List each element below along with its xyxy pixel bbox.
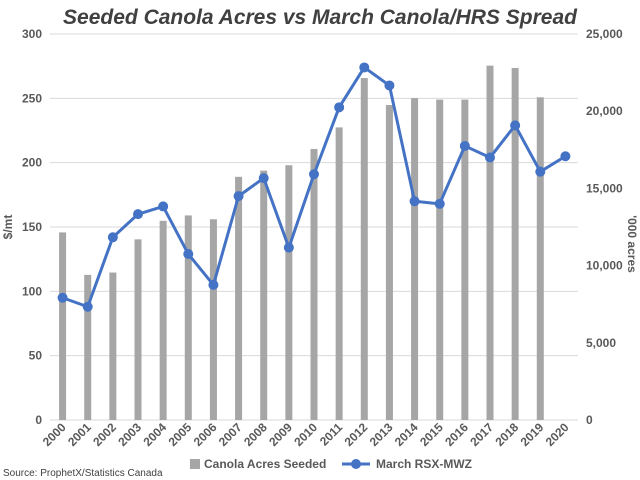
x-tick-label: 2018 bbox=[492, 420, 521, 449]
line-point bbox=[485, 152, 495, 163]
bar bbox=[84, 274, 92, 420]
line-point bbox=[107, 232, 118, 243]
line-point bbox=[309, 169, 319, 180]
line-point bbox=[283, 242, 294, 253]
bar bbox=[260, 170, 268, 420]
x-tick-label: 2000 bbox=[40, 420, 69, 449]
line-point bbox=[359, 62, 370, 73]
bar bbox=[511, 67, 519, 420]
x-tick-label: 2015 bbox=[417, 420, 446, 449]
line-point bbox=[183, 249, 194, 260]
right-tick-label: 10,000 bbox=[586, 259, 623, 273]
line-point bbox=[133, 209, 143, 220]
left-tick-label: 200 bbox=[22, 156, 42, 170]
x-tick-label: 2009 bbox=[266, 420, 295, 449]
line-point bbox=[560, 151, 571, 162]
x-axis-ticks: 2000200120022003200420052006200720082009… bbox=[40, 420, 572, 449]
legend-bar-swatch bbox=[190, 459, 200, 469]
right-tick-label: 15,000 bbox=[586, 181, 623, 195]
x-tick-label: 2017 bbox=[467, 420, 496, 449]
x-tick-label: 2020 bbox=[543, 420, 572, 449]
bar bbox=[385, 105, 393, 421]
right-tick-label: 5,000 bbox=[586, 336, 616, 350]
bar bbox=[184, 215, 192, 420]
x-tick-label: 2001 bbox=[65, 420, 94, 449]
left-axis-label: $/mt bbox=[1, 215, 15, 240]
bar bbox=[360, 78, 368, 420]
line-point bbox=[384, 80, 395, 91]
bar bbox=[310, 149, 318, 420]
x-tick-label: 2011 bbox=[317, 420, 346, 449]
line-point bbox=[208, 279, 219, 290]
bar bbox=[134, 239, 142, 420]
left-tick-label: 100 bbox=[22, 284, 42, 298]
bar bbox=[209, 219, 217, 420]
left-tick-label: 250 bbox=[22, 91, 42, 105]
right-tick-label: 25,000 bbox=[586, 27, 623, 41]
bar bbox=[59, 232, 67, 420]
line-point bbox=[434, 198, 445, 209]
line-point bbox=[334, 102, 345, 113]
right-axis-label: '000 acres bbox=[625, 215, 639, 273]
x-tick-label: 2003 bbox=[115, 420, 144, 449]
left-tick-label: 0 bbox=[35, 413, 42, 427]
legend-label: March RSX-MWZ bbox=[376, 457, 472, 471]
line-point bbox=[459, 140, 470, 151]
bar bbox=[486, 65, 494, 420]
line-point bbox=[57, 292, 68, 303]
x-tick-label: 2004 bbox=[140, 420, 169, 449]
legend-label: Canola Acres Seeded bbox=[204, 457, 326, 471]
bar-series bbox=[59, 65, 544, 421]
right-tick-label: 20,000 bbox=[586, 104, 623, 118]
line-point bbox=[409, 196, 420, 207]
left-axis-ticks: 0 50 100 150 200 250 300 bbox=[22, 27, 42, 427]
x-tick-label: 2016 bbox=[442, 420, 471, 449]
left-tick-label: 150 bbox=[22, 220, 42, 234]
bar bbox=[109, 272, 117, 420]
x-tick-label: 2008 bbox=[241, 420, 270, 449]
line-point bbox=[82, 301, 93, 312]
x-tick-label: 2019 bbox=[518, 420, 547, 449]
x-tick-label: 2013 bbox=[367, 420, 396, 449]
x-tick-label: 2006 bbox=[191, 420, 220, 449]
line-point bbox=[158, 201, 169, 212]
line-point bbox=[510, 120, 521, 131]
chart-title: Seeded Canola Acres vs March Canola/HRS … bbox=[63, 6, 578, 29]
bar bbox=[335, 127, 343, 421]
x-tick-label: 2010 bbox=[291, 420, 320, 449]
bar bbox=[461, 99, 469, 421]
right-tick-label: 0 bbox=[586, 413, 593, 427]
left-tick-label: 50 bbox=[29, 349, 43, 363]
legend: Canola Acres Seeded March RSX-MWZ bbox=[190, 457, 472, 471]
line-point bbox=[233, 191, 244, 202]
x-tick-label: 2002 bbox=[90, 420, 119, 449]
bar bbox=[411, 98, 419, 421]
line-point bbox=[535, 166, 546, 177]
line-point bbox=[258, 173, 269, 184]
legend-line-marker bbox=[351, 459, 361, 469]
bar bbox=[285, 165, 293, 420]
x-tick-label: 2012 bbox=[342, 420, 371, 449]
bar bbox=[235, 176, 243, 420]
source-note: Source: ProphetX/Statistics Canada bbox=[3, 468, 163, 479]
x-tick-label: 2014 bbox=[392, 420, 421, 449]
bar bbox=[536, 97, 544, 420]
bar bbox=[436, 99, 444, 421]
left-tick-label: 300 bbox=[22, 27, 42, 41]
line-series bbox=[57, 62, 571, 312]
bar bbox=[159, 220, 167, 420]
x-tick-label: 2005 bbox=[166, 420, 195, 449]
right-axis-ticks: 0 5,000 10,000 15,000 20,000 25,000 bbox=[586, 27, 623, 427]
x-tick-label: 2007 bbox=[216, 420, 245, 449]
